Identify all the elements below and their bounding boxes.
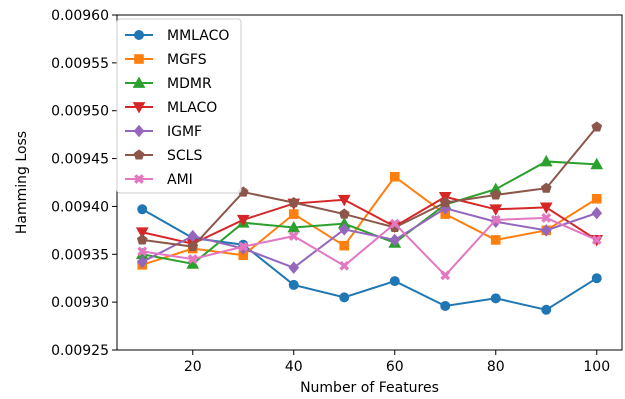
data-point [137, 246, 148, 257]
axes-layer: 20 40 60 80 100 0.00925 0.00930 0.00935 0.00940 0… [51, 8, 610, 375]
series-line [141, 207, 598, 269]
data-point [539, 154, 553, 167]
data-point [389, 276, 400, 287]
data-point [136, 234, 148, 245]
legend-marker [132, 102, 146, 114]
data-point [338, 223, 350, 236]
x-tick-label: 100 [583, 359, 610, 375]
y-tick-label: 0.00960 [51, 8, 109, 24]
y-tick-label: 0.00945 [51, 152, 109, 168]
legend-item: MGFS [125, 52, 207, 68]
legend-label: AMI [167, 172, 193, 188]
series-line [142, 195, 598, 245]
series-line [141, 208, 598, 311]
legend-marker [133, 124, 145, 138]
data-point [591, 206, 603, 220]
legend-item: IGMF [125, 124, 202, 140]
legend-label: SCLS [167, 148, 202, 164]
data-point [490, 235, 501, 245]
data-point [490, 293, 501, 304]
data-point [236, 214, 250, 227]
data-point [337, 194, 351, 207]
legend-label: MMLACO [167, 28, 229, 44]
data-point [591, 193, 602, 204]
data-point [591, 121, 603, 132]
data-point [439, 196, 451, 208]
data-point [187, 254, 198, 264]
legend-label: MDMR [167, 76, 212, 92]
legend-marker [133, 149, 145, 160]
series-scls [136, 121, 603, 252]
legend: MMLACO MGFS MDMR MLACO IGMF SCLS AMI [116, 18, 242, 194]
data-point [440, 270, 451, 281]
x-tick-label: 20 [184, 359, 202, 375]
y-axis-title: Hamming Loss [14, 131, 30, 234]
legend-item: MDMR [125, 76, 212, 92]
data-point [339, 260, 350, 271]
data-point [541, 304, 552, 315]
data-point [288, 279, 299, 290]
y-tick-label: 0.00925 [51, 343, 109, 359]
data-point [338, 208, 350, 219]
y-tick-label: 0.00935 [51, 247, 109, 263]
data-point [137, 204, 148, 215]
x-tick-label: 60 [386, 359, 404, 375]
legend-label: IGMF [167, 124, 202, 140]
y-tick-label: 0.00955 [51, 56, 109, 72]
x-tick-label: 40 [285, 359, 303, 375]
data-point [339, 292, 350, 303]
legend-label: MLACO [167, 100, 217, 116]
legend-box [116, 18, 242, 194]
data-point [539, 202, 553, 214]
legend-item: MMLACO [125, 28, 229, 44]
legend-marker [134, 54, 144, 64]
data-point [288, 231, 299, 242]
x-tick-label: 80 [487, 359, 505, 375]
data-point [440, 300, 451, 311]
data-point [135, 227, 149, 239]
data-point [288, 209, 299, 219]
legend-marker [134, 174, 144, 184]
legend-item: MLACO [125, 100, 217, 116]
y-tick-label: 0.00950 [51, 104, 109, 120]
data-point [541, 213, 552, 223]
legend-item: SCLS [125, 148, 202, 164]
legend-item: AMI [125, 172, 193, 188]
legend-marker [132, 76, 146, 88]
data-point [540, 182, 552, 193]
y-tick-label: 0.00930 [51, 295, 109, 311]
data-point [591, 235, 602, 245]
series-layer [135, 121, 604, 315]
data-point [489, 204, 503, 216]
data-point [389, 171, 400, 182]
data-point [389, 233, 401, 247]
legend-label: MGFS [167, 52, 207, 68]
x-axis-title: Number of Features [300, 380, 439, 396]
data-point [288, 196, 300, 208]
data-point [187, 241, 199, 252]
data-point [288, 261, 300, 274]
data-point [339, 240, 350, 251]
series-line [142, 216, 598, 277]
data-point [540, 224, 552, 237]
data-point [136, 255, 148, 269]
series-ami [137, 213, 602, 281]
data-point [287, 220, 301, 233]
data-point [389, 218, 400, 229]
y-tick-label: 0.00940 [51, 199, 109, 215]
legend-marker [134, 30, 144, 40]
data-point [591, 273, 602, 284]
data-point [490, 189, 502, 200]
data-point [590, 157, 604, 170]
data-point [238, 241, 249, 252]
data-point [490, 214, 501, 225]
series-line [142, 126, 598, 248]
